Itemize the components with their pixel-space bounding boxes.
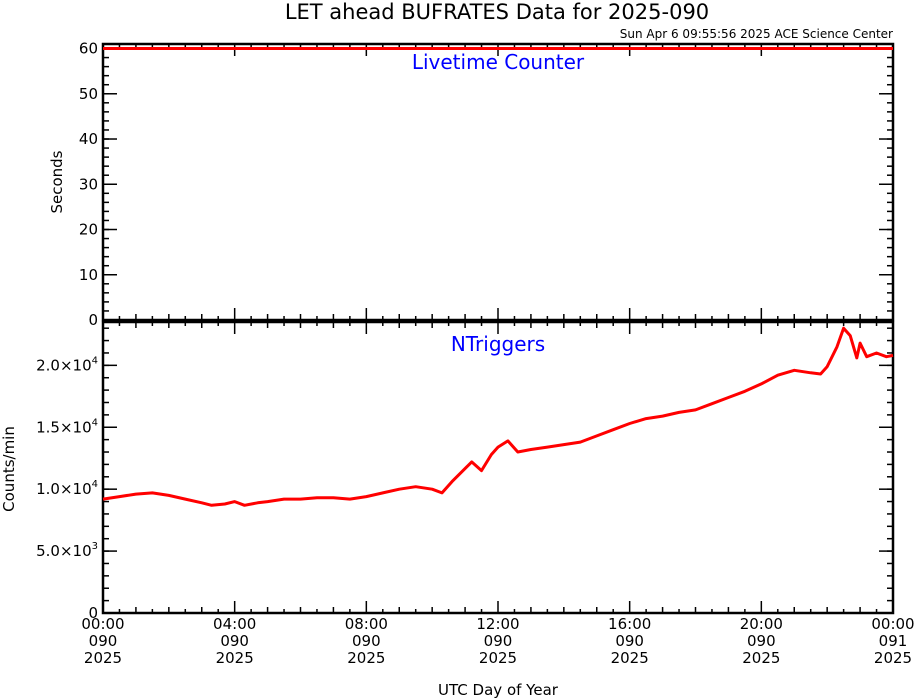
x-tick-label-doy: 090 [89, 632, 118, 650]
x-axis-label: UTC Day of Year [438, 681, 559, 699]
y-tick-label: 10 [79, 266, 98, 284]
series-line [102, 326, 894, 507]
plot-frame [101, 320, 895, 615]
y-tick-label: 50 [79, 85, 98, 103]
x-tick-label-year: 2025 [874, 649, 912, 667]
x-tick-label-doy: 090 [747, 632, 776, 650]
y-tick-label: 60 [79, 40, 98, 58]
y-axis-label: Counts/min [0, 426, 18, 512]
x-tick-label-year: 2025 [479, 649, 517, 667]
y-tick-label: 1.0×104 [36, 479, 98, 498]
y-tick-label: 5.0×103 [36, 541, 98, 560]
x-tick-label-doy: 090 [220, 632, 249, 650]
y-tick-label-exponent: 4 [92, 417, 98, 428]
x-tick-label-time: 08:00 [345, 615, 388, 633]
y-tick-label-exponent: 4 [92, 355, 98, 366]
y-tick-label: 30 [79, 175, 98, 193]
y-axis-label: Seconds [48, 150, 66, 213]
plot-frame [101, 42, 895, 322]
x-tick-label-doy: 090 [615, 632, 644, 650]
y-tick-label: 1.5×104 [36, 417, 98, 436]
x-tick-label-time: 04:00 [213, 615, 256, 633]
y-tick-label-exponent: 4 [92, 479, 98, 490]
y-tick-label: 2.0×104 [36, 355, 98, 374]
x-tick-label-year: 2025 [347, 649, 385, 667]
x-tick-label-time: 00:00 [81, 615, 124, 633]
x-tick-label-time: 12:00 [476, 615, 519, 633]
x-tick-label-doy: 091 [879, 632, 908, 650]
x-tick-label-year: 2025 [84, 649, 122, 667]
x-axis-tick-labels: 00:00090202504:00090202508:00090202512:0… [81, 615, 914, 667]
chart-title: LET ahead BUFRATES Data for 2025-090 [285, 0, 709, 24]
x-tick-label-time: 00:00 [871, 615, 914, 633]
timestamp: Sun Apr 6 09:55:56 2025 ACE Science Cent… [620, 27, 893, 41]
panel-title: Livetime Counter [412, 50, 585, 74]
panel-livetime: 0 10 20 30 40 50 60 Seconds Livetime Counter [48, 40, 895, 329]
panel-ntriggers: 0 5.0×103 1.0×104 1.5×104 2.0×104 Counts/min N… [0, 320, 895, 622]
panel-title: NTriggers [451, 332, 545, 356]
x-tick-label-doy: 090 [352, 632, 381, 650]
x-tick-label-doy: 090 [484, 632, 513, 650]
y-tick-label: 0 [88, 604, 98, 622]
x-tick-label-year: 2025 [216, 649, 254, 667]
y-tick-label: 20 [79, 221, 98, 239]
x-tick-label-year: 2025 [611, 649, 649, 667]
x-tick-label-year: 2025 [742, 649, 780, 667]
x-tick-label-time: 20:00 [740, 615, 783, 633]
x-tick-label-time: 16:00 [608, 615, 651, 633]
y-tick-label-exponent: 3 [92, 541, 98, 552]
y-tick-label: 40 [79, 130, 98, 148]
y-tick-label: 0 [88, 311, 98, 329]
